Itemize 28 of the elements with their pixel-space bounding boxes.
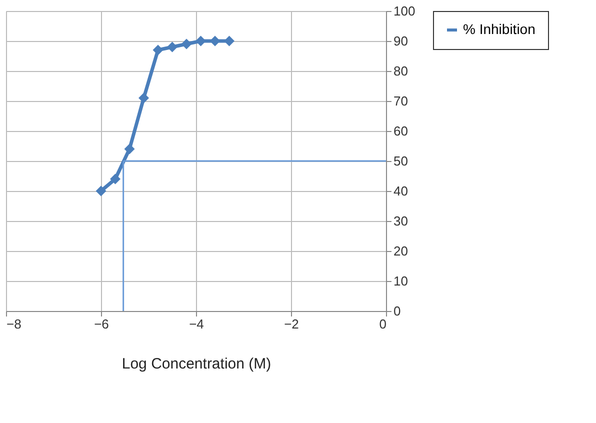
point: [110, 174, 120, 184]
y-tick-label: 60: [394, 124, 408, 138]
point: [96, 186, 106, 196]
x-tick-label: −2: [284, 316, 299, 332]
y-tick-label: 0: [394, 304, 401, 318]
x-axis-title: Log Concentration (M): [122, 356, 272, 372]
x-tick-label: −4: [189, 316, 204, 332]
point: [152, 44, 164, 56]
y-tick-label: 90: [394, 34, 408, 48]
y-tick-label: 70: [394, 94, 408, 108]
y-tick-label: 10: [394, 274, 408, 288]
x-tick-label: −8: [6, 316, 22, 332]
x-tick-label: 0: [379, 316, 386, 332]
point: [210, 36, 220, 46]
y-tick-label: 100: [394, 4, 416, 18]
y-tick-label: 80: [394, 64, 408, 78]
y-tick-label: 30: [394, 214, 408, 228]
point: [181, 38, 192, 50]
point: [167, 42, 178, 52]
point: [224, 36, 234, 46]
y-tick-label: 20: [394, 244, 408, 258]
legend-label: % Inhibition: [463, 21, 536, 37]
y-tick-label: 50: [394, 154, 408, 168]
x-tick-label: −6: [94, 316, 109, 332]
y-tick-label: 40: [394, 184, 408, 198]
point: [196, 36, 206, 46]
point: [138, 92, 149, 104]
point: [124, 144, 135, 154]
